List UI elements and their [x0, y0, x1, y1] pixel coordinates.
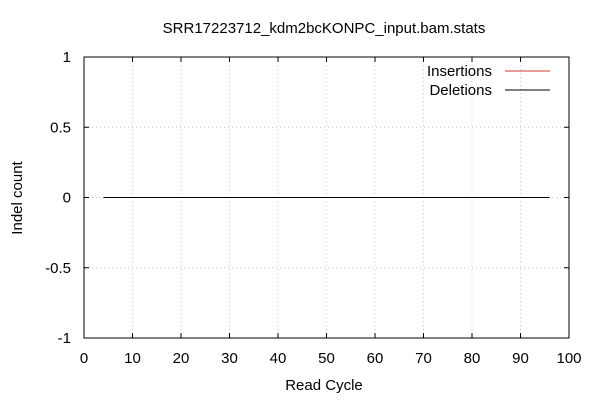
x-tick-label: 70: [415, 350, 432, 367]
legend-label-deletions: Deletions: [429, 82, 492, 99]
legend: Insertions Deletions: [427, 63, 550, 99]
x-axis-title: Read Cycle: [285, 377, 363, 394]
y-tick-label: 0.5: [50, 119, 71, 136]
legend-label-insertions: Insertions: [427, 63, 492, 80]
x-tick-label: 20: [173, 350, 190, 367]
y-tick-label: 1: [63, 49, 71, 66]
y-tick-label: 0: [63, 190, 71, 207]
chart-title: SRR17223712_kdm2bcKONPC_input.bam.stats: [163, 20, 486, 37]
y-tick-label: -0.5: [45, 260, 71, 277]
x-tick-label: 30: [221, 350, 238, 367]
x-tick-label: 0: [80, 350, 88, 367]
x-tick-label: 90: [512, 350, 529, 367]
y-tick-label: -1: [58, 330, 71, 347]
x-tick-label: 50: [318, 350, 335, 367]
y-axis: 1 0.5 0 -0.5 -1: [45, 49, 569, 347]
x-tick-label: 60: [367, 350, 384, 367]
x-axis: 0 10 20 30 40 50 60 70 80 90 100: [80, 57, 582, 367]
x-tick-label: 100: [556, 350, 581, 367]
x-tick-label: 40: [270, 350, 287, 367]
x-tick-label: 80: [464, 350, 481, 367]
y-axis-title: Indel count: [9, 160, 26, 234]
x-tick-label: 10: [124, 350, 141, 367]
